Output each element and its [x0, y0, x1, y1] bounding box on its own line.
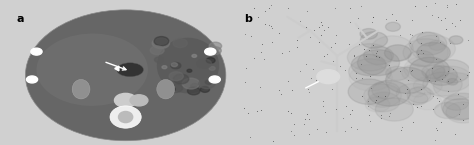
Circle shape [209, 76, 220, 83]
Circle shape [384, 45, 411, 61]
Circle shape [197, 59, 211, 68]
Circle shape [410, 57, 449, 82]
Circle shape [31, 48, 42, 55]
Circle shape [209, 42, 222, 50]
Circle shape [201, 87, 210, 92]
Circle shape [433, 73, 474, 100]
Text: a: a [17, 14, 24, 24]
Circle shape [449, 36, 463, 44]
Circle shape [167, 87, 175, 92]
Circle shape [372, 82, 400, 99]
Circle shape [367, 92, 400, 112]
Circle shape [115, 93, 137, 107]
Circle shape [169, 56, 177, 61]
Circle shape [191, 83, 199, 89]
Ellipse shape [157, 38, 219, 93]
Circle shape [429, 40, 445, 50]
Circle shape [162, 66, 167, 69]
Circle shape [209, 67, 215, 70]
Circle shape [347, 44, 392, 71]
Circle shape [27, 76, 37, 83]
Circle shape [446, 102, 474, 123]
Circle shape [430, 66, 472, 91]
Circle shape [152, 38, 170, 49]
Circle shape [409, 87, 425, 97]
Circle shape [317, 70, 339, 84]
Circle shape [413, 93, 441, 110]
Circle shape [396, 83, 431, 105]
Circle shape [423, 69, 433, 76]
Ellipse shape [118, 111, 133, 123]
Circle shape [417, 42, 450, 63]
Circle shape [351, 54, 386, 76]
Circle shape [357, 50, 400, 76]
Circle shape [206, 58, 215, 63]
Circle shape [150, 46, 164, 55]
Circle shape [434, 102, 461, 118]
Circle shape [408, 93, 428, 105]
Ellipse shape [36, 33, 148, 106]
Circle shape [209, 47, 221, 55]
Circle shape [361, 32, 388, 48]
Circle shape [209, 77, 219, 83]
Circle shape [417, 32, 439, 46]
Circle shape [371, 36, 413, 62]
Circle shape [364, 46, 393, 65]
Circle shape [426, 66, 457, 85]
Circle shape [155, 57, 163, 62]
Circle shape [349, 65, 392, 91]
Ellipse shape [110, 106, 141, 128]
Ellipse shape [157, 79, 174, 99]
Circle shape [182, 50, 189, 54]
Circle shape [375, 98, 413, 121]
Circle shape [164, 84, 169, 87]
Circle shape [444, 95, 469, 110]
Circle shape [443, 99, 474, 120]
Circle shape [385, 67, 428, 93]
Circle shape [432, 60, 470, 83]
Circle shape [171, 62, 181, 69]
Ellipse shape [117, 63, 144, 77]
Circle shape [205, 80, 212, 84]
Circle shape [348, 59, 392, 85]
Circle shape [447, 78, 458, 85]
Circle shape [130, 95, 148, 106]
Circle shape [154, 37, 169, 46]
Circle shape [403, 39, 448, 66]
Circle shape [169, 72, 183, 81]
Circle shape [386, 66, 409, 80]
Circle shape [360, 29, 377, 39]
Circle shape [365, 97, 390, 112]
Circle shape [408, 50, 434, 67]
Circle shape [411, 35, 456, 62]
Circle shape [187, 69, 192, 72]
Circle shape [364, 84, 401, 107]
Circle shape [173, 39, 187, 48]
Circle shape [385, 22, 401, 31]
Circle shape [205, 48, 216, 55]
Ellipse shape [25, 10, 226, 141]
Circle shape [401, 64, 429, 81]
Circle shape [368, 80, 410, 106]
Circle shape [171, 63, 177, 67]
Circle shape [413, 77, 442, 95]
Circle shape [348, 79, 390, 104]
Text: b: b [244, 14, 252, 24]
Circle shape [423, 72, 462, 96]
Circle shape [187, 87, 200, 95]
Circle shape [422, 65, 445, 79]
Circle shape [173, 74, 189, 84]
Circle shape [407, 87, 434, 103]
Ellipse shape [72, 79, 90, 99]
Circle shape [169, 84, 182, 93]
Circle shape [409, 32, 447, 55]
Circle shape [404, 56, 445, 81]
Circle shape [199, 78, 215, 89]
Circle shape [192, 55, 197, 57]
Circle shape [182, 78, 200, 89]
Circle shape [441, 93, 474, 119]
Circle shape [160, 81, 165, 85]
